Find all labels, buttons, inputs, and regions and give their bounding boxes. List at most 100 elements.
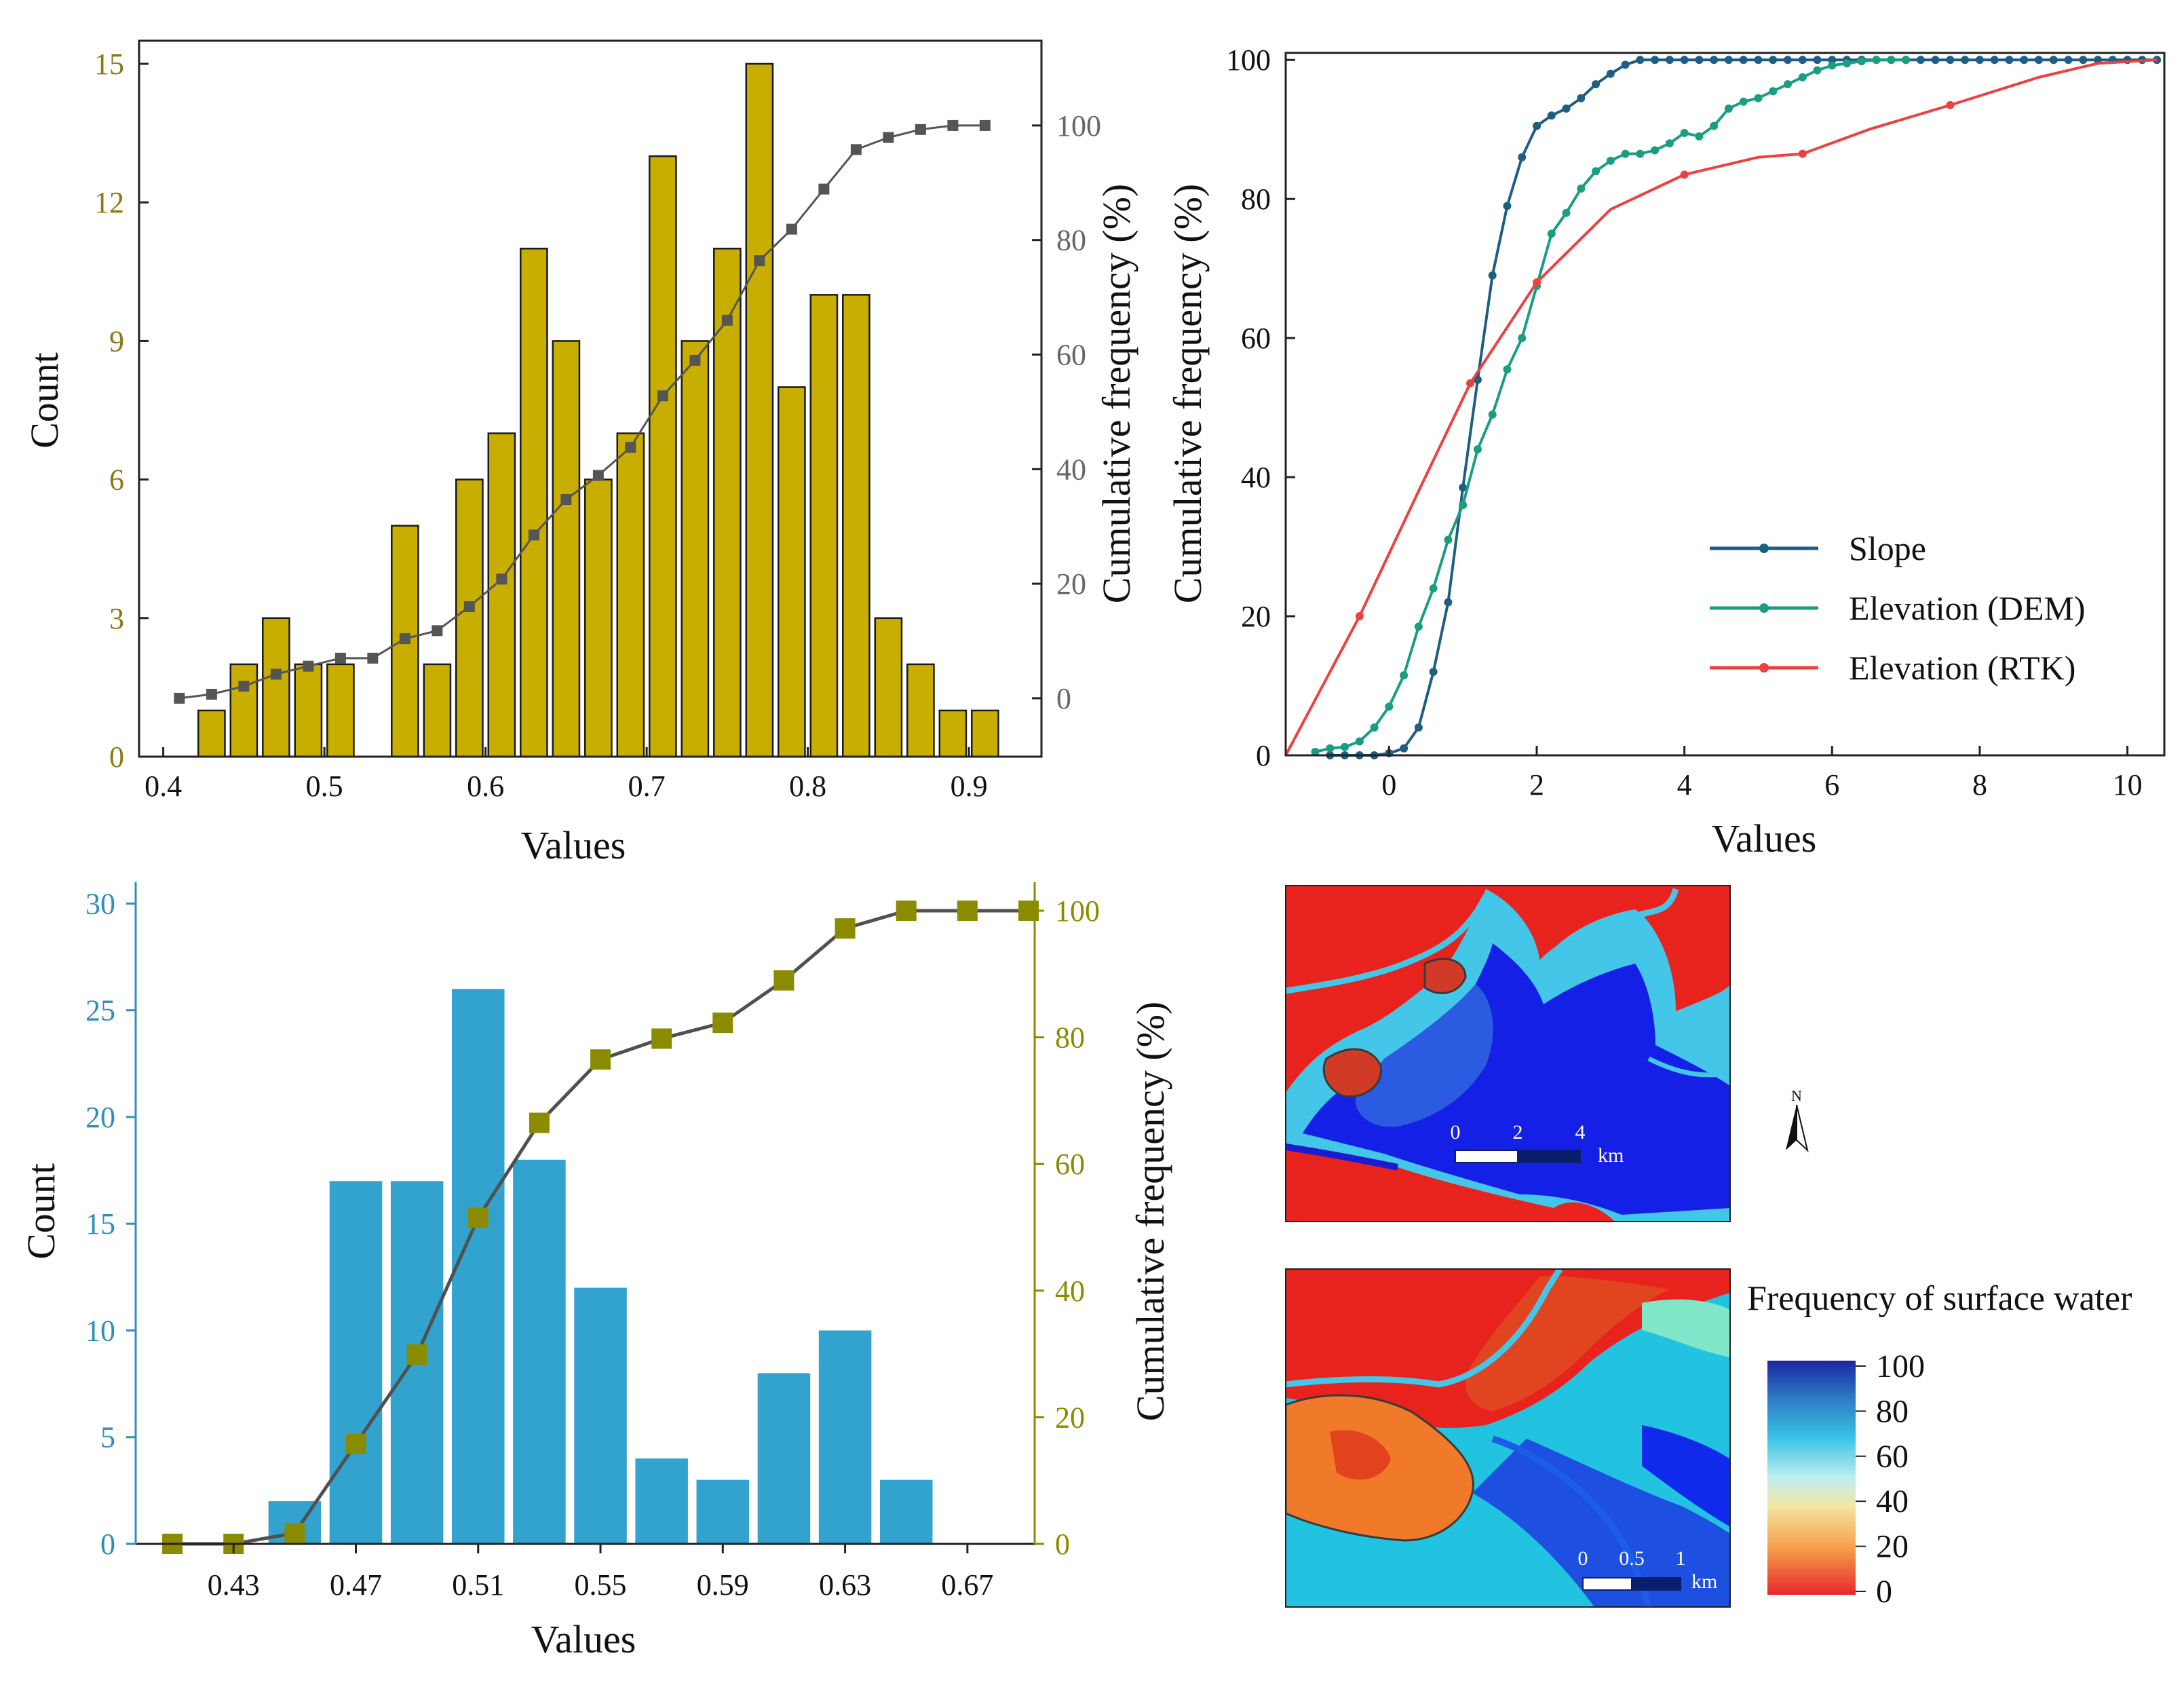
series-point-b-1-25 <box>1680 128 1689 137</box>
series-point-b-0-29 <box>1754 56 1763 64</box>
series-point-b-1-4 <box>1370 723 1379 732</box>
y2-tick-label-c-5: 100 <box>1055 894 1100 928</box>
bar-a-6 <box>423 663 452 758</box>
cumulative-line-c <box>162 900 1039 1554</box>
series-point-b-1-39 <box>1887 56 1896 64</box>
cumulative-point-a-4 <box>303 660 314 672</box>
y2-tick-label-a-2: 40 <box>1056 453 1086 486</box>
series-point-b-0-16 <box>1562 104 1571 113</box>
y2-tick-label-c-3: 60 <box>1055 1148 1085 1181</box>
bar-a-8 <box>487 432 516 758</box>
series-point-b-1-21 <box>1621 149 1630 158</box>
scale-top-unit: km <box>1598 1144 1624 1167</box>
series-point-b-1-10 <box>1459 501 1468 510</box>
cumulative-point-c-4 <box>406 1344 427 1365</box>
series-point-b-0-32 <box>1798 56 1807 64</box>
bar-series-a <box>197 62 999 758</box>
series-point-b-0-10 <box>1473 375 1482 384</box>
bar-a-19 <box>842 294 870 758</box>
series-point-b-1-33 <box>1798 73 1807 81</box>
cumulative-point-a-23 <box>915 124 926 135</box>
cumulative-point-a-13 <box>592 470 604 481</box>
colorbar-tick-label-0: 100 <box>1876 1348 1925 1384</box>
cumulative-point-c-3 <box>345 1433 366 1454</box>
x-axis-label-b: Values <box>1712 816 1817 861</box>
series-point-b-1-29 <box>1739 97 1748 106</box>
series-point-b-0-48 <box>2035 56 2043 64</box>
cumulative-point-a-22 <box>883 132 894 143</box>
map-bottom <box>1286 1269 1730 1607</box>
x-tick-label-b-3: 6 <box>1824 768 1839 801</box>
y-tick-label-c-4: 20 <box>85 1101 115 1134</box>
series-point-b-0-14 <box>1533 121 1541 130</box>
series-point-b-0-34 <box>1828 56 1837 64</box>
bar-c-10 <box>879 1479 933 1544</box>
series-point-b-0-26 <box>1710 56 1719 64</box>
series-point-b-0-50 <box>2064 56 2073 64</box>
x-tick-label-c-5: 0.63 <box>819 1568 871 1602</box>
cumulative-point-a-18 <box>754 255 765 267</box>
series-point-b-1-23 <box>1651 146 1660 155</box>
x-tick-label-a-4: 0.8 <box>789 770 826 803</box>
x-tick-label-a-3: 0.7 <box>628 770 666 803</box>
series-point-b-1-11 <box>1473 445 1482 454</box>
colorbar-tick-label-2: 60 <box>1876 1439 1909 1475</box>
series-point-b-0-27 <box>1724 56 1733 64</box>
series-point-b-0-42 <box>1946 56 1955 64</box>
y2-tick-label-c-0: 0 <box>1055 1528 1070 1561</box>
bar-a-17 <box>778 386 806 758</box>
bar-a-12 <box>616 432 645 758</box>
series-point-b-0-45 <box>1990 56 1999 64</box>
series-point-b-1-6 <box>1400 671 1409 680</box>
cumulative-point-a-10 <box>496 573 507 585</box>
y-tick-label-b-1: 20 <box>1241 600 1271 633</box>
scale-top-label-2: 4 <box>1575 1121 1586 1143</box>
bar-a-10 <box>552 340 581 758</box>
colorbar-tick-label-5: 0 <box>1876 1574 1892 1610</box>
scale-bar-bottom: 0 0.5 1 km <box>1578 1547 1718 1593</box>
cumulative-point-a-9 <box>463 601 475 612</box>
series-point-b-1-36 <box>1843 59 1852 68</box>
series-point-b-0-23 <box>1665 56 1674 64</box>
colorbar-ticks: 100 80 60 40 20 0 <box>1856 1348 1925 1610</box>
y-tick-label-c-2: 10 <box>85 1314 115 1347</box>
series-point-b-1-27 <box>1710 121 1719 130</box>
series-point-b-1-2 <box>1341 742 1349 751</box>
bar-a-3 <box>294 663 323 758</box>
series-point-b-1-5 <box>1385 702 1394 711</box>
series-point-b-1-40 <box>1902 56 1911 64</box>
series-point-b-0-5 <box>1400 744 1409 753</box>
x-axis-label-c: Values <box>531 1617 636 1661</box>
bar-c-7 <box>696 1479 750 1544</box>
series-point-b-1-31 <box>1769 87 1778 96</box>
y2-tick-label-c-4: 80 <box>1055 1021 1085 1055</box>
plot-frame-b <box>1284 52 2166 757</box>
series-point-b-0-15 <box>1547 111 1556 120</box>
colorbar-tick-label-3: 40 <box>1876 1483 1909 1519</box>
bar-a-15 <box>713 248 742 758</box>
cumulative-point-a-14 <box>625 442 636 453</box>
series-point-b-2-4 <box>1798 149 1807 158</box>
map-bottom-frame <box>1285 1268 1731 1608</box>
series-point-b-0-40 <box>1916 56 1925 64</box>
bar-c-4 <box>513 1159 566 1544</box>
series-point-b-0-21 <box>1636 56 1645 64</box>
cumulative-point-a-2 <box>238 681 250 692</box>
series-point-b-1-18 <box>1577 184 1586 193</box>
series-point-b-0-24 <box>1680 56 1689 64</box>
series-point-b-1-3 <box>1355 737 1364 746</box>
y2-tick-label-a-1: 20 <box>1056 567 1086 601</box>
histogram-values-a: 0.4 0.5 0.6 0.7 0.8 0.9 0 3 6 9 12 15 0 20 40 60 80 100 V… <box>22 39 1138 867</box>
scale-top-label-0: 0 <box>1451 1121 1461 1143</box>
series-point-b-1-7 <box>1414 622 1423 631</box>
x-tick-label-c-6: 0.67 <box>941 1568 993 1602</box>
series-point-b-2-5 <box>1946 100 1955 109</box>
cumulative-point-c-6 <box>529 1112 550 1133</box>
x-tick-label-a-0: 0.4 <box>145 770 182 803</box>
north-label: N <box>1791 1087 1802 1104</box>
cumulative-point-c-7 <box>590 1049 611 1070</box>
legend-label-b-0: Slope <box>1849 529 1926 567</box>
cumulative-point-c-8 <box>651 1028 672 1049</box>
series-point-b-1-17 <box>1562 208 1571 217</box>
